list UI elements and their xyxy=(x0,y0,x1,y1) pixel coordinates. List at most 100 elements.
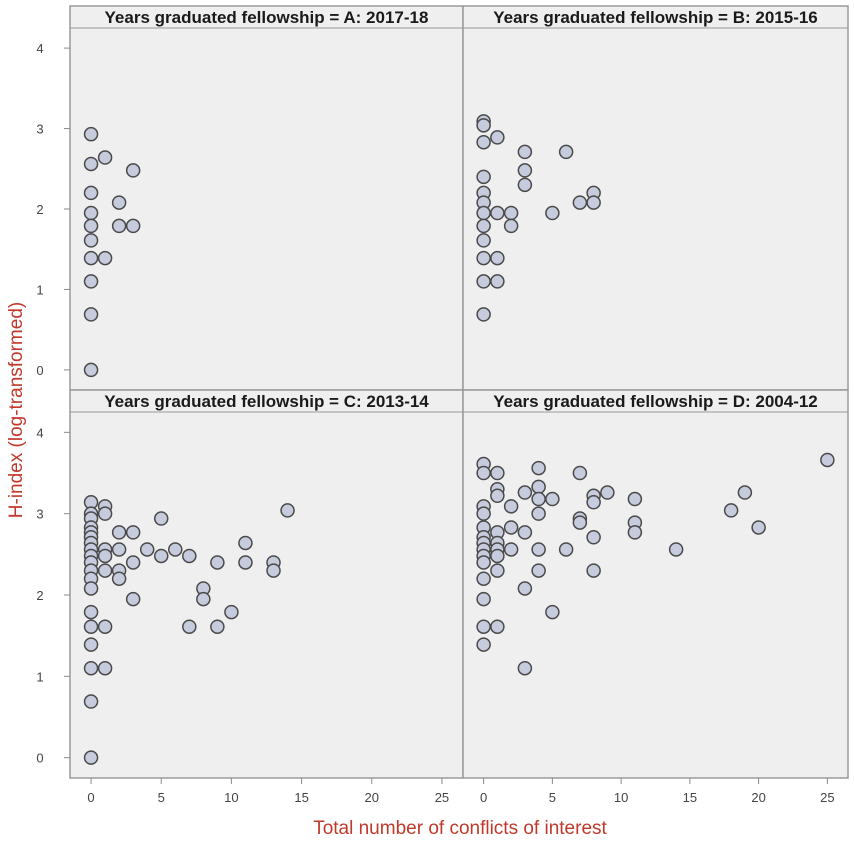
data-point xyxy=(111,542,127,557)
y-tick-label: 2 xyxy=(36,202,43,217)
data-point xyxy=(572,465,588,481)
data-point xyxy=(490,250,505,266)
data-point xyxy=(139,542,155,557)
data-point xyxy=(83,185,99,201)
data-point xyxy=(517,177,533,193)
data-point xyxy=(83,619,99,634)
data-point xyxy=(531,460,546,476)
data-point xyxy=(83,694,99,709)
y-tick-label: 2 xyxy=(36,588,43,603)
data-point xyxy=(476,591,491,607)
data-point xyxy=(490,274,505,289)
y-tick-label: 4 xyxy=(36,425,43,440)
panel-3: Years graduated fellowship = C: 2013-14 0… xyxy=(36,389,464,805)
x-axis-title: Total number of conflicts of interest xyxy=(313,818,607,839)
data-point xyxy=(517,144,533,160)
data-point xyxy=(111,525,127,540)
data-point xyxy=(751,520,766,535)
x-tick-label: 5 xyxy=(549,790,556,805)
data-point xyxy=(503,218,519,234)
panel-2: Years graduated fellowship = B: 2015-16 xyxy=(462,5,849,391)
data-point xyxy=(586,530,601,545)
data-point xyxy=(210,619,225,634)
data-point xyxy=(476,506,491,521)
data-point xyxy=(503,499,519,514)
data-point xyxy=(476,134,491,150)
data-point xyxy=(517,581,533,596)
data-point xyxy=(476,205,491,221)
data-point xyxy=(476,307,491,322)
data-point xyxy=(531,563,546,578)
data-point xyxy=(531,479,546,495)
data-point xyxy=(476,555,491,570)
data-point xyxy=(558,144,574,160)
x-tick-label: 10 xyxy=(614,790,628,805)
y-tick-label: 0 xyxy=(36,751,43,766)
data-point xyxy=(668,542,684,557)
y-tick-label: 0 xyxy=(36,363,43,378)
data-point xyxy=(83,250,99,266)
panel-4: Years graduated fellowship = D: 2004-12 0… xyxy=(462,389,849,805)
data-point xyxy=(111,571,127,586)
data-point xyxy=(83,205,99,221)
data-point xyxy=(125,163,141,178)
data-point xyxy=(97,250,113,266)
panel-1: Years graduated fellowship = A: 2017-18 0… xyxy=(36,5,464,391)
y-tick-label: 4 xyxy=(36,41,43,56)
data-point xyxy=(490,619,505,634)
x-tick-label: 0 xyxy=(87,790,94,805)
data-point xyxy=(476,619,491,634)
data-point xyxy=(83,637,99,652)
data-point xyxy=(83,362,99,378)
data-point xyxy=(196,591,211,607)
data-point xyxy=(723,503,739,518)
panel-background xyxy=(70,6,463,390)
data-point xyxy=(476,233,491,248)
data-point xyxy=(517,485,533,500)
data-point xyxy=(586,495,601,510)
data-point xyxy=(83,581,99,596)
data-point xyxy=(125,525,141,540)
data-point xyxy=(83,218,99,234)
data-point xyxy=(517,525,533,540)
data-point xyxy=(83,126,99,142)
data-point xyxy=(476,218,491,234)
data-point xyxy=(111,218,127,234)
data-point xyxy=(83,233,99,248)
data-point xyxy=(83,307,99,322)
data-point xyxy=(153,548,169,564)
y-axis-title: H-index (log-transformed) xyxy=(6,302,27,518)
x-tick-label: 20 xyxy=(365,790,379,805)
y-tick-label: 1 xyxy=(36,669,43,684)
data-point xyxy=(476,465,491,481)
data-point xyxy=(97,506,113,521)
data-point xyxy=(97,548,113,564)
data-point xyxy=(476,118,491,133)
data-point xyxy=(280,503,295,518)
data-point xyxy=(97,619,113,634)
data-point xyxy=(586,195,601,210)
data-point xyxy=(503,542,519,557)
data-point xyxy=(182,619,197,634)
data-point xyxy=(586,563,601,578)
data-point xyxy=(627,525,643,540)
data-point xyxy=(503,520,519,535)
data-point xyxy=(83,750,99,765)
panel-background xyxy=(70,390,463,778)
data-point xyxy=(627,491,643,507)
data-point xyxy=(545,205,560,221)
data-point xyxy=(83,604,99,620)
data-point xyxy=(111,195,127,210)
data-point xyxy=(97,563,113,578)
x-tick-label: 25 xyxy=(435,790,449,805)
data-point xyxy=(490,205,505,221)
data-point xyxy=(476,571,491,586)
data-point xyxy=(125,218,141,234)
x-tick-label: 5 xyxy=(158,790,165,805)
x-tick-label: 25 xyxy=(820,790,834,805)
x-tick-label: 10 xyxy=(224,790,238,805)
panel-title: Years graduated fellowship = D: 2004-12 xyxy=(493,392,818,411)
data-point xyxy=(572,515,588,530)
